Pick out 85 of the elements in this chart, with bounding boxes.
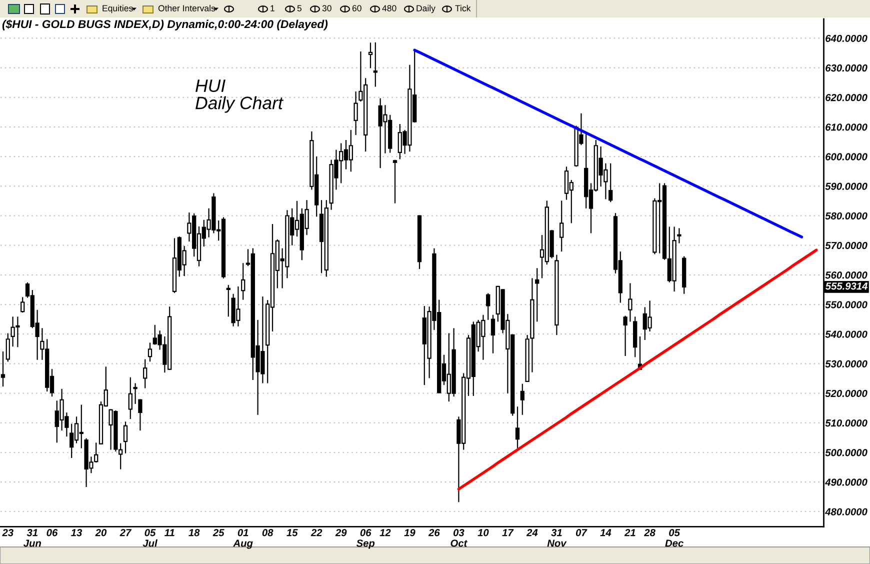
x-tick-label: 22 [310, 529, 322, 536]
text: 555.9314 [826, 282, 868, 290]
candlestick [0, 350, 6, 388]
text: 30 [322, 5, 332, 12]
candlestick [373, 42, 378, 88]
candlestick [354, 90, 358, 136]
candlestick [226, 284, 230, 318]
y-tick-label: 490.0000 [824, 478, 868, 486]
x-tick-label: 12 [380, 529, 391, 536]
x-tick-label: 31 Nov [547, 529, 567, 547]
x-tick-label: 08 [262, 529, 274, 536]
x-tick-label: 01 Aug [233, 529, 253, 549]
x-tick-label: 18 [188, 529, 200, 536]
y-tick-label: 520.0000 [825, 390, 868, 398]
line-series [413, 48, 804, 238]
y-tick-label: 580.0000 [825, 212, 868, 220]
text: 5 [297, 5, 302, 12]
candlestick [241, 262, 246, 300]
text: HUI Daily Chart [196, 80, 284, 113]
y-tick-label: 570.0000 [825, 242, 868, 250]
candlestick [20, 296, 25, 314]
x-tick-label: 11 [164, 529, 174, 536]
y-tick-label: 630.0000 [826, 64, 868, 72]
x-tick-label: 23 [2, 529, 14, 536]
text: 60 [352, 5, 362, 12]
x-tick-label: 03 Oct [450, 529, 468, 547]
candlestick [560, 200, 564, 252]
candlestick [133, 382, 138, 404]
y-tick-label: 510.0000 [825, 419, 868, 427]
candlestick [392, 159, 398, 204]
text: Tick [455, 4, 471, 12]
x-tick-label: 28 [644, 529, 656, 536]
candlestick [143, 358, 148, 389]
x-tick-label: 06 [46, 529, 58, 536]
y-tick-label: 530.0000 [825, 360, 868, 368]
x-tick-label: 26 [428, 529, 440, 536]
x-tick-label: 13 [71, 529, 82, 536]
x-tick-label: 20 [95, 529, 107, 536]
y-tick-label: 480.0000 [824, 508, 868, 516]
x-tick-label: 27 [120, 529, 132, 536]
y-tick-label: 540.0000 [825, 330, 868, 338]
x-tick-label: 17 [502, 529, 514, 536]
x-tick-label: 05 Jul [142, 529, 158, 547]
candlestick [628, 282, 632, 322]
candlestick [148, 342, 152, 362]
y-tick-label: 610.0000 [826, 124, 868, 131]
candlestick [6, 332, 10, 362]
x-tick-label: 06 Sep [356, 529, 375, 549]
x-tick-label: 24 [526, 529, 538, 536]
text: Daily [416, 4, 436, 14]
x-tick-label: 05 Dec [665, 529, 684, 547]
x-tick-label: 21 [624, 529, 636, 536]
text: 1 [270, 5, 274, 12]
candlestick [677, 228, 682, 244]
x-tick-label: 10 [478, 529, 489, 536]
x-tick-label: 19 [404, 529, 416, 536]
candlestick [515, 406, 520, 449]
x-tick-label: 15 [286, 529, 298, 536]
y-tick-label: 620.0000 [826, 94, 868, 102]
x-tick-label: 31 Jun [24, 529, 41, 547]
candlestick [490, 314, 496, 354]
y-tick-label: 640.0000 [826, 34, 868, 42]
candlestick [486, 292, 490, 320]
candlestick [123, 421, 128, 454]
x-tick-label: 29 [335, 529, 347, 536]
y-tick-label: 560.0000 [825, 272, 868, 279]
y-tick-label: 590.0000 [825, 182, 868, 190]
text: Equities [102, 4, 133, 14]
candlestick [608, 162, 613, 203]
text: Other Intervals [158, 4, 216, 12]
y-tick-label: 600.0000 [826, 153, 868, 160]
candlestick [128, 376, 132, 420]
candlestick [520, 383, 524, 416]
y-tick-label: 550.0000 [825, 301, 868, 308]
x-tick-label: 07 [576, 529, 588, 536]
y-tick-label: 500.0000 [825, 449, 868, 456]
candlestick [535, 268, 540, 322]
candlestick [368, 42, 373, 69]
x-tick-label: 25 [212, 529, 224, 536]
chart-title: ($HUI - GOLD BUGS INDEX,D) Dynamic,0:00-24:00 (Delayed) [2, 20, 328, 30]
line-series [457, 248, 818, 491]
candlestick [138, 398, 142, 432]
text: 480 [382, 5, 396, 12]
candlestick [623, 315, 628, 357]
x-tick-label: 14 [600, 529, 612, 536]
